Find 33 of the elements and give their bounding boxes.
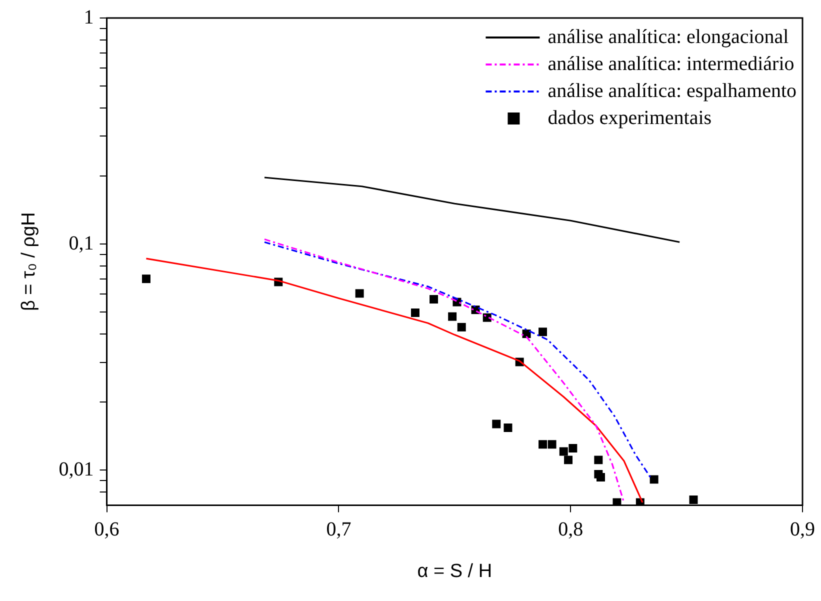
point — [355, 289, 364, 298]
point — [457, 322, 466, 332]
point — [564, 456, 573, 464]
point — [568, 444, 578, 453]
point — [689, 496, 698, 504]
point — [142, 274, 150, 284]
legend-label: análise analítica: espalhamento — [548, 80, 796, 102]
point — [448, 312, 457, 321]
y-tick-label: 1 — [84, 6, 94, 28]
x-axis-title: α = S / H — [417, 560, 492, 582]
point — [548, 440, 556, 449]
point — [538, 328, 548, 336]
x-tick-label: 0,7 — [326, 518, 352, 540]
legend-label: análise analítica: intermediário — [548, 52, 794, 75]
x-tick-label: 0,9 — [790, 518, 815, 540]
y-axis-title: β = τ₀ / ρgH — [18, 212, 40, 312]
point — [594, 456, 603, 464]
point — [559, 447, 568, 456]
x-tick-label: 0,8 — [558, 518, 584, 540]
point — [430, 295, 438, 304]
point — [492, 420, 501, 428]
legend-label: análise analítica: elongacional — [548, 26, 790, 48]
x-tick-label: 0,6 — [94, 518, 120, 540]
line-series — [264, 238, 625, 504]
point — [504, 424, 512, 432]
point — [596, 473, 605, 482]
point — [410, 308, 420, 317]
point — [612, 498, 622, 506]
legend-label: dados experimentais — [548, 106, 712, 129]
y-tick-label: 0,1 — [68, 232, 94, 254]
point — [650, 475, 658, 484]
point — [538, 440, 548, 449]
y-tick-label: 0,01 — [58, 458, 94, 480]
